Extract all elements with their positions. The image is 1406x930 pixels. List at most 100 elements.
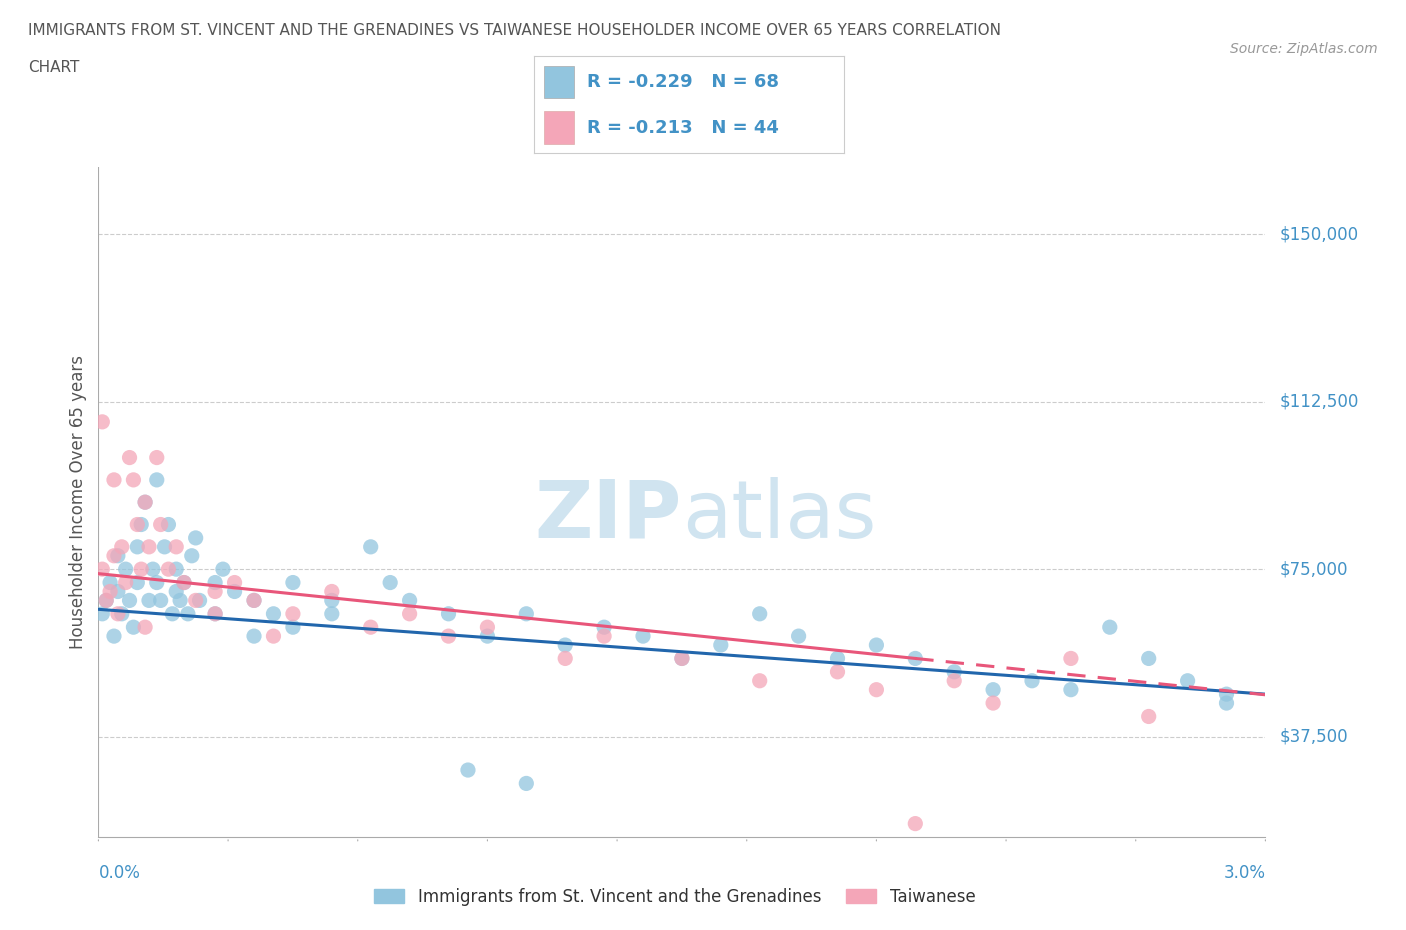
- Point: [127, 539, 149, 554]
- Text: $112,500: $112,500: [1279, 392, 1358, 411]
- Point: [142, 562, 165, 577]
- Point: [129, 517, 152, 532]
- Point: [103, 549, 125, 564]
- Point: [865, 683, 887, 698]
- Bar: [544, 66, 575, 98]
- Point: [122, 472, 145, 487]
- Point: [118, 450, 141, 465]
- Point: [904, 817, 927, 831]
- Point: [111, 539, 134, 554]
- Point: [184, 530, 207, 545]
- Point: [146, 575, 169, 590]
- Point: [243, 593, 266, 608]
- Text: IMMIGRANTS FROM ST. VINCENT AND THE GRENADINES VS TAIWANESE HOUSEHOLDER INCOME O: IMMIGRANTS FROM ST. VINCENT AND THE GREN…: [28, 23, 1001, 38]
- Point: [671, 651, 693, 666]
- Text: ZIP: ZIP: [534, 476, 682, 554]
- Point: [180, 549, 202, 564]
- Point: [904, 651, 927, 666]
- Point: [243, 629, 266, 644]
- Point: [184, 593, 207, 608]
- Point: [169, 593, 191, 608]
- Point: [943, 673, 966, 688]
- Point: [127, 517, 149, 532]
- Point: [593, 629, 616, 644]
- Point: [1098, 619, 1121, 634]
- Point: [554, 638, 576, 653]
- Point: [631, 629, 654, 644]
- Point: [162, 606, 184, 621]
- Point: [107, 584, 129, 599]
- Point: [188, 593, 211, 608]
- Point: [827, 664, 849, 679]
- Point: [103, 472, 125, 487]
- Point: [1021, 673, 1043, 688]
- Point: [593, 619, 616, 634]
- Point: [827, 651, 849, 666]
- Point: [134, 495, 156, 510]
- Point: [398, 593, 420, 608]
- Point: [96, 593, 118, 608]
- Point: [671, 651, 693, 666]
- Point: [134, 619, 156, 634]
- Point: [107, 549, 129, 564]
- Point: [748, 673, 770, 688]
- Point: [748, 606, 770, 621]
- Point: [111, 606, 134, 621]
- Point: [787, 629, 810, 644]
- Point: [153, 539, 176, 554]
- Point: [103, 629, 125, 644]
- Point: [321, 606, 343, 621]
- Point: [981, 683, 1004, 698]
- Point: [177, 606, 200, 621]
- Text: atlas: atlas: [682, 476, 876, 554]
- Point: [204, 575, 226, 590]
- Text: 0.0%: 0.0%: [98, 864, 141, 882]
- Point: [157, 517, 180, 532]
- Text: 3.0%: 3.0%: [1223, 864, 1265, 882]
- Point: [91, 415, 114, 430]
- Point: [360, 619, 382, 634]
- Point: [981, 696, 1004, 711]
- Point: [149, 517, 172, 532]
- Text: Source: ZipAtlas.com: Source: ZipAtlas.com: [1230, 42, 1378, 56]
- Point: [127, 575, 149, 590]
- Point: [1177, 673, 1199, 688]
- Point: [1060, 683, 1083, 698]
- Point: [91, 562, 114, 577]
- Point: [118, 593, 141, 608]
- Text: $75,000: $75,000: [1279, 560, 1348, 578]
- Point: [943, 664, 966, 679]
- Text: $37,500: $37,500: [1279, 727, 1348, 746]
- Point: [149, 593, 172, 608]
- Y-axis label: Householder Income Over 65 years: Householder Income Over 65 years: [69, 355, 87, 649]
- Point: [224, 584, 246, 599]
- Point: [165, 562, 187, 577]
- Point: [1215, 696, 1237, 711]
- Point: [107, 606, 129, 621]
- Point: [224, 575, 246, 590]
- Point: [515, 606, 537, 621]
- Point: [554, 651, 576, 666]
- Point: [146, 450, 169, 465]
- Point: [281, 575, 304, 590]
- Point: [477, 619, 499, 634]
- Point: [165, 584, 187, 599]
- Point: [204, 606, 226, 621]
- Point: [98, 584, 121, 599]
- Text: R = -0.229   N = 68: R = -0.229 N = 68: [586, 73, 779, 91]
- Point: [321, 593, 343, 608]
- Point: [114, 562, 136, 577]
- Point: [96, 593, 118, 608]
- Point: [134, 495, 156, 510]
- Text: R = -0.213   N = 44: R = -0.213 N = 44: [586, 118, 779, 137]
- Point: [378, 575, 402, 590]
- Point: [146, 472, 169, 487]
- Point: [281, 606, 304, 621]
- Point: [262, 629, 284, 644]
- Point: [1137, 651, 1160, 666]
- Point: [173, 575, 195, 590]
- Point: [477, 629, 499, 644]
- Point: [91, 606, 114, 621]
- Point: [243, 593, 266, 608]
- Point: [437, 606, 460, 621]
